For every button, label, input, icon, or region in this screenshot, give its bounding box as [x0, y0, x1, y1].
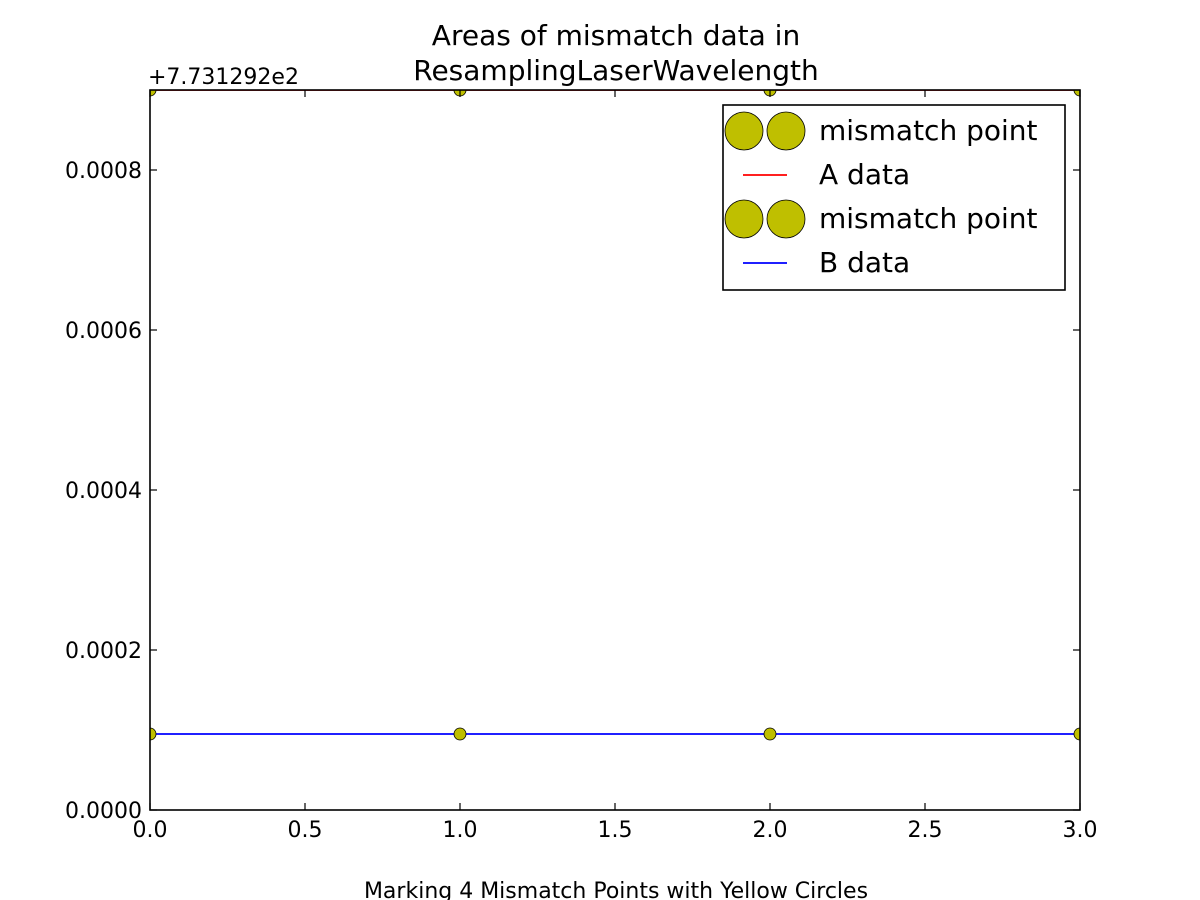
x-tick-label: 2.0	[753, 818, 788, 843]
legend-marker-icon	[766, 111, 806, 151]
mismatch-point-marker	[453, 727, 467, 741]
mismatch-point-marker	[1073, 90, 1080, 97]
legend: mismatch point A data mismatch point B data	[722, 104, 1066, 291]
x-tick-label: 0.0	[133, 818, 168, 843]
x-tick-label: 0.5	[288, 818, 323, 843]
chart-title-line-2: ResamplingLaserWavelength	[413, 54, 818, 87]
legend-marker-icon	[724, 199, 764, 239]
legend-label: mismatch point	[819, 202, 1038, 235]
x-tick-label: 1.0	[443, 818, 478, 843]
y-tick-label: 0.0000	[65, 799, 142, 824]
y-tick-label: 0.0004	[65, 479, 142, 504]
legend-label: A data	[819, 158, 910, 191]
mismatch-point-marker	[150, 90, 157, 97]
mismatch-point-marker	[150, 727, 157, 741]
y-tick-label: 0.0002	[65, 639, 142, 664]
legend-marker-icon	[724, 111, 764, 151]
axis-ticks: 0.0 0.5 1.0 1.5 2.0 2.5 3.0 0.0000 0.0002 0.0004 0…	[65, 90, 1098, 843]
mismatch-point-marker	[763, 727, 777, 741]
x-tick-label: 1.5	[598, 818, 633, 843]
legend-marker-icon	[766, 199, 806, 239]
chart-title-line-1: Areas of mismatch data in	[432, 19, 800, 52]
mismatch-point-marker	[1073, 727, 1080, 741]
legend-label: B data	[819, 246, 910, 279]
legend-label: mismatch point	[819, 114, 1038, 147]
x-axis-label: Marking 4 Mismatch Points with Yellow Ci…	[364, 879, 868, 900]
x-tick-label: 2.5	[908, 818, 943, 843]
y-tick-label: 0.0006	[65, 319, 142, 344]
x-tick-label: 3.0	[1063, 818, 1098, 843]
y-axis-offset-label: +7.731292e2	[148, 65, 299, 90]
y-tick-label: 0.0008	[65, 159, 142, 184]
